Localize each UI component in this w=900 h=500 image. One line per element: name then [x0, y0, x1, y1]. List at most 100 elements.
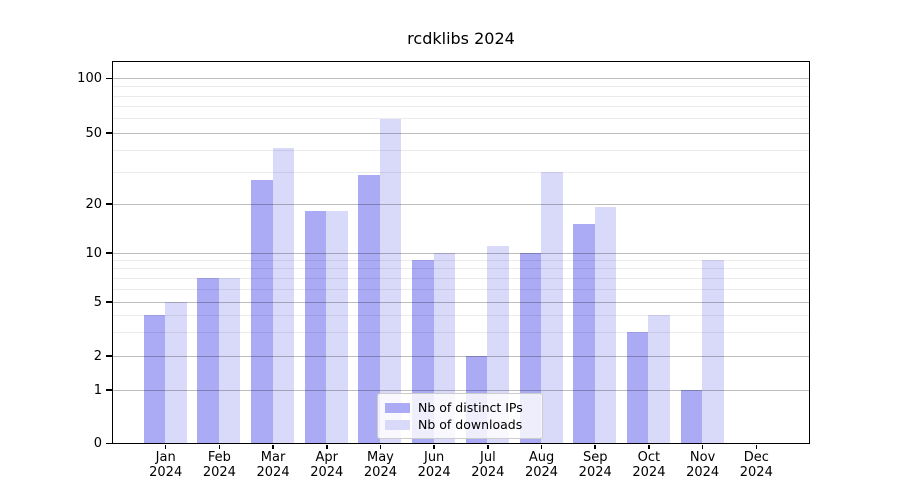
x-tick-label-year: 2024: [739, 465, 773, 480]
x-tick-mark-jan: [164, 444, 167, 449]
minor-gridline-80: [113, 95, 809, 97]
x-tick-mark-dec: [755, 444, 758, 449]
y-tick-mark-5: [106, 301, 112, 303]
legend: Nb of distinct IPs Nb of downloads: [377, 393, 543, 439]
bar-downloads-feb: [218, 277, 241, 443]
x-tick-label-month: Jul: [480, 450, 496, 465]
x-tick-mark-aug: [540, 444, 543, 449]
legend-label-downloads: Nb of downloads: [418, 417, 523, 432]
y-tick-mark-10: [106, 252, 112, 254]
x-tick-label-month: Jun: [423, 450, 445, 465]
minor-gridline-70: [113, 106, 809, 108]
x-tick-label-year: 2024: [524, 465, 559, 480]
y-tick-label-5: 5: [93, 294, 102, 310]
x-tick-mark-oct: [648, 444, 650, 449]
y-tick-mark-100: [106, 77, 112, 80]
x-tick-label-month: Sep: [582, 450, 608, 465]
x-tick-mark-feb: [218, 444, 221, 449]
major-gridline-2: [113, 355, 809, 357]
bar-distinct-ips-apr: [304, 210, 327, 443]
x-tick-label-month: Oct: [637, 450, 661, 465]
x-tick-label-aug: Aug 2024: [502, 450, 582, 480]
y-tick-mark-50: [106, 132, 112, 134]
y-tick-mark-2: [106, 355, 112, 357]
bar-downloads-aug: [541, 172, 563, 443]
x-tick-label-month: Feb: [207, 450, 231, 465]
x-tick-label-year: 2024: [471, 465, 505, 480]
x-tick-label-month: Aug: [528, 450, 555, 465]
x-tick-label-oct: Oct 2024: [609, 450, 689, 480]
y-tick-mark-0: [106, 442, 112, 445]
major-gridline-1: [113, 389, 809, 391]
y-tick-mark-1: [106, 389, 112, 391]
y-tick-label-1: 1: [93, 382, 102, 398]
minor-gridline-6: [113, 288, 809, 290]
x-tick-label-month: Apr: [315, 450, 339, 465]
x-tick-label-year: 2024: [310, 465, 344, 480]
x-tick-mark-mar: [272, 444, 274, 449]
bar-downloads-mar: [272, 147, 295, 443]
x-tick-label-jul: Jul 2024: [448, 450, 528, 480]
legend-entry-downloads: Nb of downloads: [385, 418, 534, 431]
minor-gridline-8: [113, 268, 809, 270]
y-tick-label-10: 10: [85, 245, 102, 261]
x-tick-label-year: 2024: [578, 465, 612, 480]
x-tick-label-apr: Apr 2024: [287, 450, 367, 480]
y-tick-label-50: 50: [85, 125, 102, 141]
x-tick-label-year: 2024: [256, 465, 290, 480]
x-tick-mark-sep: [594, 444, 596, 449]
chart-title: rcdklibs 2024: [407, 29, 515, 48]
x-tick-label-month: Jan: [155, 450, 176, 465]
bar-downloads-sep: [594, 207, 617, 443]
y-tick-label-100: 100: [77, 71, 102, 86]
x-tick-mark-jul: [487, 444, 489, 449]
bar-downloads-nov: [702, 259, 724, 443]
bar-downloads-may: [379, 119, 402, 443]
bar-distinct-ips-may: [358, 174, 380, 443]
x-tick-label-jan: Jan 2024: [126, 450, 206, 480]
x-tick-label-month: Dec: [743, 450, 769, 465]
bar-distinct-ips-mar: [251, 180, 273, 443]
x-tick-label-year: 2024: [686, 465, 720, 480]
x-tick-mark-apr: [326, 444, 328, 449]
x-tick-label-feb: Feb 2024: [179, 450, 259, 480]
y-tick-mark-20: [106, 203, 112, 205]
x-tick-label-month: Mar: [260, 450, 286, 465]
bar-distinct-ips-jan: [143, 314, 166, 443]
major-gridline-5: [113, 301, 809, 303]
bar-downloads-jan: [165, 301, 187, 443]
bar-distinct-ips-oct: [626, 331, 649, 443]
minor-gridline-60: [113, 118, 809, 120]
x-tick-label-year: 2024: [363, 465, 397, 480]
y-tick-label-20: 20: [85, 196, 102, 212]
x-tick-mark-may: [379, 444, 382, 449]
x-tick-label-year: 2024: [417, 465, 451, 480]
minor-gridline-40: [113, 149, 809, 151]
legend-entry-distinct-ips: Nb of distinct IPs: [385, 401, 534, 414]
y-tick-label-0: 0: [93, 436, 102, 451]
x-tick-label-month: Nov: [689, 450, 716, 465]
x-tick-label-nov: Nov 2024: [663, 450, 743, 480]
x-tick-label-dec: Dec 2024: [716, 450, 796, 480]
major-gridline-100: [113, 78, 809, 79]
bar-downloads-oct: [648, 314, 670, 443]
x-tick-label-mar: Mar 2024: [233, 450, 313, 480]
x-tick-label-may: May 2024: [340, 450, 420, 480]
minor-gridline-90: [113, 86, 809, 88]
x-tick-label-year: 2024: [632, 465, 666, 480]
major-gridline-50: [113, 132, 809, 134]
plot-area: [112, 61, 810, 444]
x-tick-label-year: 2024: [149, 465, 183, 480]
bar-distinct-ips-feb: [197, 277, 219, 443]
bar-distinct-ips-nov: [680, 389, 703, 443]
major-gridline-20: [113, 203, 809, 205]
legend-swatch-downloads: [385, 419, 410, 430]
legend-swatch-distinct-ips: [385, 402, 410, 413]
minor-gridline-7: [113, 277, 809, 279]
minor-gridline-4: [113, 314, 809, 316]
x-tick-label-year: 2024: [202, 465, 236, 480]
x-tick-mark-jun: [433, 444, 435, 449]
x-tick-label-month: May: [367, 450, 394, 465]
major-gridline-10: [113, 252, 809, 254]
